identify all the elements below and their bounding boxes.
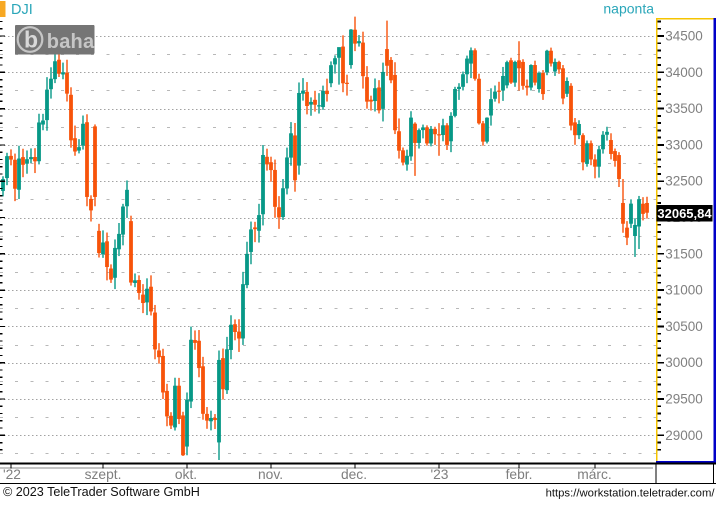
svg-text:DJI: DJI (11, 2, 33, 18)
svg-text:33000: 33000 (665, 137, 703, 152)
svg-text:okt.: okt. (175, 467, 197, 482)
svg-text:31500: 31500 (665, 246, 703, 261)
svg-text:31000: 31000 (665, 283, 703, 298)
svg-text:febr.: febr. (506, 467, 533, 482)
svg-text:dec.: dec. (341, 467, 367, 482)
svg-text:nov.: nov. (258, 467, 283, 482)
svg-text:© 2023 TeleTrader Software Gmb: © 2023 TeleTrader Software GmbH (3, 485, 200, 499)
svg-text:b: b (24, 27, 38, 53)
svg-text:32065,84: 32065,84 (657, 206, 712, 221)
svg-text:naponta: naponta (603, 1, 654, 17)
svg-text:https://workstation.teletrader: https://workstation.teletrader.com/ (546, 488, 716, 500)
svg-text:32500: 32500 (665, 174, 703, 189)
svg-text:33500: 33500 (665, 101, 703, 116)
svg-text:29000: 29000 (665, 428, 703, 443)
svg-text:szept.: szept. (85, 467, 122, 482)
svg-text:'22: '22 (3, 467, 21, 482)
svg-text:34000: 34000 (665, 65, 703, 80)
svg-text:'23: '23 (431, 467, 449, 482)
svg-text:márc.: márc. (577, 467, 612, 482)
svg-text:34500: 34500 (665, 29, 703, 44)
svg-text:baha: baha (47, 31, 95, 53)
svg-text:29500: 29500 (665, 392, 703, 407)
svg-text:30500: 30500 (665, 319, 703, 334)
svg-text:30000: 30000 (665, 355, 703, 370)
